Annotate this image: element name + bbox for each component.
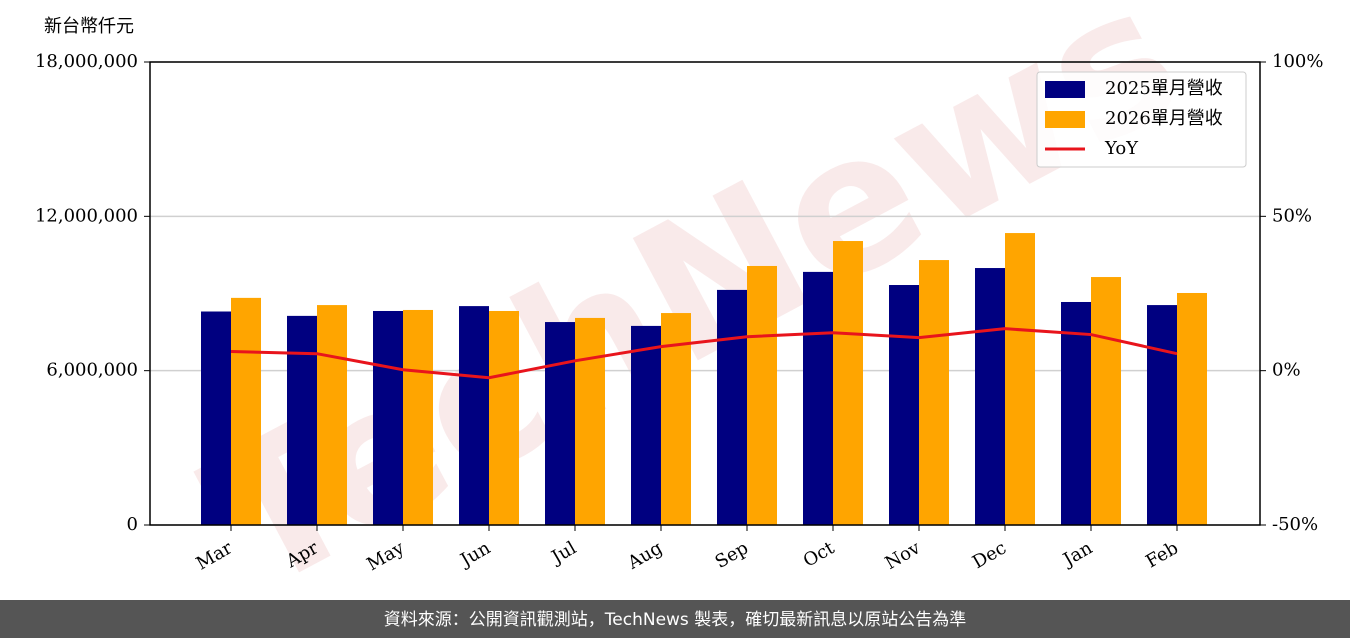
bar <box>975 268 1005 525</box>
legend-label: 2026單月營收 <box>1105 108 1223 129</box>
bar <box>545 322 575 525</box>
y2-tick-label: 100% <box>1272 51 1323 72</box>
bar <box>833 241 863 525</box>
bar <box>747 265 777 525</box>
y-tick-label: 0 <box>127 514 138 535</box>
legend-swatch <box>1045 111 1085 128</box>
bar <box>1177 292 1207 525</box>
y-tick-label: 12,000,000 <box>35 205 138 226</box>
bar <box>489 310 519 525</box>
y2-tick-label: 0% <box>1272 360 1301 381</box>
bar <box>459 306 489 525</box>
bar <box>1147 305 1177 525</box>
legend-box <box>1036 71 1247 168</box>
bar <box>661 313 691 525</box>
bar <box>1005 233 1035 525</box>
bar <box>1061 301 1091 525</box>
bar <box>287 315 317 525</box>
bar <box>717 289 747 525</box>
bar <box>631 325 661 525</box>
bar <box>889 285 919 525</box>
line <box>230 327 1178 380</box>
legend-label: 2025單月營收 <box>1105 78 1223 99</box>
bar <box>575 317 605 525</box>
bar <box>201 311 231 525</box>
bar <box>317 305 347 525</box>
y-axis-label: 新台幣仟元 <box>44 16 134 37</box>
plot-frame <box>149 61 1261 526</box>
y-tick-label: 6,000,000 <box>46 360 138 381</box>
footer-band <box>0 600 1350 638</box>
bar <box>403 309 433 525</box>
y2-tick-label: -50% <box>1272 514 1318 535</box>
bar <box>919 260 949 525</box>
bar <box>803 271 833 525</box>
y2-tick-label: 50% <box>1272 205 1312 226</box>
bar <box>1091 277 1121 525</box>
y-tick-label: 18,000,000 <box>35 51 138 72</box>
footer: 資料來源：公開資訊觀測站，TechNews 製表，確切最新訊息以原站公告為準 <box>384 610 966 630</box>
bar <box>231 297 261 525</box>
bar <box>373 310 403 525</box>
legend-label: YoY <box>1104 138 1139 159</box>
legend-swatch <box>1045 81 1085 98</box>
